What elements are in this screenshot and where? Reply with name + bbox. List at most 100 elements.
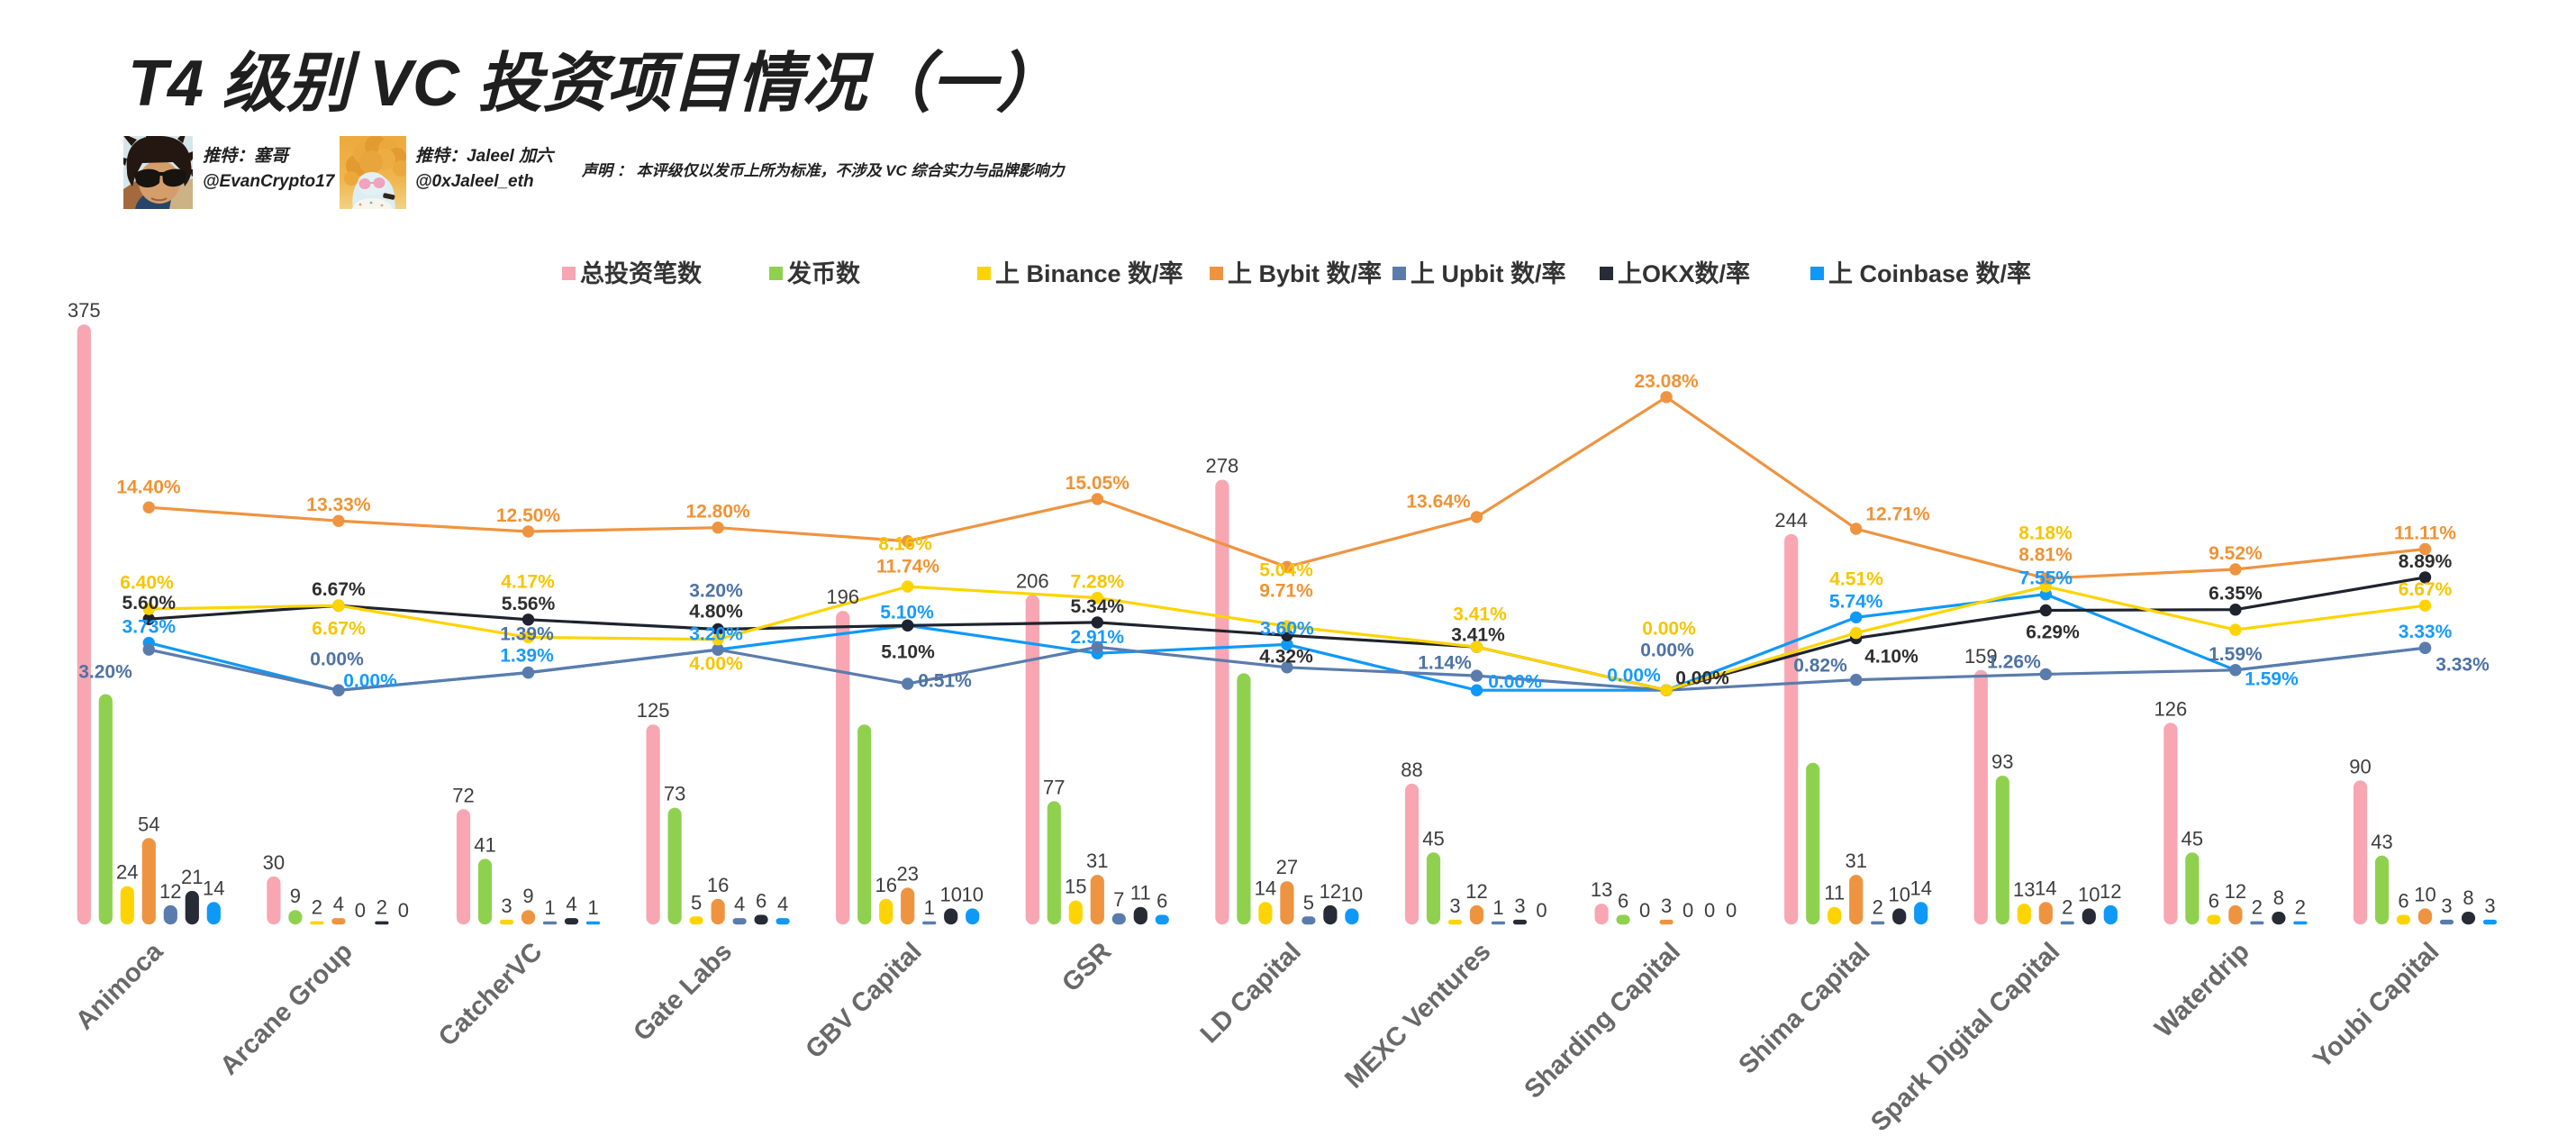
svg-text:10: 10 — [1341, 883, 1363, 905]
svg-text:10: 10 — [961, 883, 983, 905]
svg-text:27: 27 — [1276, 856, 1298, 878]
svg-text:21: 21 — [181, 866, 203, 888]
svg-text:2: 2 — [1873, 896, 1883, 919]
svg-text:159: 159 — [1964, 645, 1998, 668]
svg-text:14: 14 — [2035, 877, 2056, 899]
svg-text:1.59%: 1.59% — [2209, 644, 2263, 665]
svg-text:5.56%: 5.56% — [502, 594, 556, 614]
svg-text:2: 2 — [312, 896, 322, 919]
svg-text:3.20%: 3.20% — [689, 624, 743, 645]
svg-text:3.41%: 3.41% — [1451, 625, 1505, 646]
svg-text:2.91%: 2.91% — [1071, 627, 1125, 648]
svg-text:6.67%: 6.67% — [312, 579, 366, 600]
svg-text:8.16%: 8.16% — [878, 534, 932, 555]
svg-text:6.40%: 6.40% — [120, 573, 174, 594]
svg-text:总投资笔数: 总投资笔数 — [580, 259, 703, 287]
svg-text:13.64%: 13.64% — [1406, 492, 1471, 513]
svg-text:10: 10 — [939, 883, 961, 905]
svg-text:6.29%: 6.29% — [2026, 623, 2080, 643]
svg-text:3.60%: 3.60% — [1260, 618, 1314, 639]
svg-text:3: 3 — [1514, 895, 1525, 917]
svg-text:6: 6 — [756, 890, 766, 913]
svg-text:6.35%: 6.35% — [2209, 584, 2263, 604]
svg-text:5.04%: 5.04% — [1259, 560, 1313, 581]
svg-text:0: 0 — [1639, 899, 1650, 922]
svg-text:声明 ： 本评级仅以发币上所为标准，不涉及 VC 综合实力与: 声明 ： 本评级仅以发币上所为标准，不涉及 VC 综合实力与品牌影响力 — [581, 162, 1066, 179]
svg-text:1: 1 — [587, 896, 598, 919]
svg-text:5: 5 — [691, 891, 702, 913]
svg-text:0: 0 — [1726, 899, 1737, 922]
svg-text:上 Coinbase 数/率: 上 Coinbase 数/率 — [1828, 259, 2031, 287]
svg-text:11.74%: 11.74% — [876, 557, 939, 577]
svg-text:2: 2 — [2252, 896, 2263, 919]
svg-text:4.17%: 4.17% — [501, 572, 555, 593]
svg-text:16: 16 — [875, 874, 896, 896]
svg-text:4: 4 — [333, 893, 344, 915]
svg-text:6: 6 — [2398, 890, 2408, 913]
svg-text:上 Binance 数/率: 上 Binance 数/率 — [995, 259, 1184, 287]
svg-text:4.51%: 4.51% — [1829, 569, 1883, 590]
svg-text:上OKX数/率: 上OKX数/率 — [1618, 259, 1750, 287]
svg-text:2: 2 — [376, 896, 387, 919]
svg-text:41: 41 — [474, 833, 495, 856]
svg-text:9.71%: 9.71% — [1259, 581, 1313, 602]
svg-text:12: 12 — [2225, 880, 2246, 903]
svg-text:3: 3 — [2441, 895, 2452, 917]
svg-text:90: 90 — [2349, 755, 2371, 777]
svg-text:16: 16 — [707, 874, 729, 896]
svg-text:14: 14 — [1255, 877, 1276, 899]
svg-text:1: 1 — [924, 896, 935, 919]
svg-text:23.08%: 23.08% — [1634, 371, 1699, 392]
svg-text:0: 0 — [1704, 899, 1715, 922]
svg-text:上 Upbit 数/率: 上 Upbit 数/率 — [1410, 259, 1565, 287]
svg-text:23: 23 — [896, 862, 918, 885]
svg-text:45: 45 — [2181, 827, 2203, 850]
svg-text:1.14%: 1.14% — [1418, 653, 1472, 674]
svg-text:12: 12 — [1320, 880, 1341, 903]
svg-text:31: 31 — [1845, 850, 1866, 872]
svg-text:5.10%: 5.10% — [881, 642, 935, 663]
svg-text:5.10%: 5.10% — [880, 603, 934, 623]
svg-text:73: 73 — [664, 783, 685, 805]
svg-text:4.00%: 4.00% — [689, 654, 743, 675]
svg-text:10: 10 — [2414, 883, 2435, 905]
svg-text:3: 3 — [501, 895, 512, 917]
svg-text:0: 0 — [1536, 899, 1547, 922]
svg-text:3: 3 — [1449, 895, 1460, 917]
svg-text:3.20%: 3.20% — [689, 581, 743, 602]
svg-text:11.11%: 11.11% — [2394, 523, 2456, 544]
svg-text:7.55%: 7.55% — [2019, 568, 2073, 589]
svg-text:0.00%: 0.00% — [1607, 666, 1661, 686]
svg-text:54: 54 — [138, 813, 159, 835]
svg-text:206: 206 — [1016, 569, 1049, 592]
svg-text:6: 6 — [1618, 890, 1628, 913]
svg-text:0: 0 — [398, 899, 409, 922]
svg-text:15: 15 — [1065, 876, 1086, 898]
svg-text:7.28%: 7.28% — [1071, 572, 1125, 593]
svg-text:0: 0 — [355, 899, 366, 922]
svg-text:推特：塞哥: 推特：塞哥 — [203, 146, 291, 166]
svg-text:88: 88 — [1401, 759, 1422, 781]
svg-text:11: 11 — [1824, 882, 1845, 904]
svg-text:6: 6 — [2209, 890, 2219, 913]
svg-text:9: 9 — [522, 885, 533, 907]
svg-text:244: 244 — [1774, 509, 1808, 532]
svg-text:375: 375 — [68, 299, 101, 322]
svg-text:3.41%: 3.41% — [1453, 604, 1507, 625]
svg-text:3.33%: 3.33% — [2435, 655, 2490, 676]
svg-text:12.71%: 12.71% — [1865, 504, 1930, 525]
svg-text:77: 77 — [1043, 776, 1065, 798]
svg-text:278: 278 — [1206, 455, 1239, 477]
svg-text:0.00%: 0.00% — [310, 650, 364, 670]
svg-text:发币数: 发币数 — [786, 259, 861, 287]
svg-text:4: 4 — [566, 893, 576, 915]
svg-text:14.40%: 14.40% — [116, 477, 181, 498]
svg-text:3.73%: 3.73% — [122, 617, 177, 638]
svg-text:3: 3 — [2484, 895, 2495, 917]
svg-text:1.59%: 1.59% — [2245, 669, 2299, 690]
svg-text:1.39%: 1.39% — [500, 646, 554, 667]
svg-text:12: 12 — [1465, 880, 1487, 903]
svg-text:1.26%: 1.26% — [1987, 652, 2041, 673]
svg-text:12: 12 — [159, 880, 181, 903]
svg-text:13: 13 — [2013, 878, 2035, 901]
